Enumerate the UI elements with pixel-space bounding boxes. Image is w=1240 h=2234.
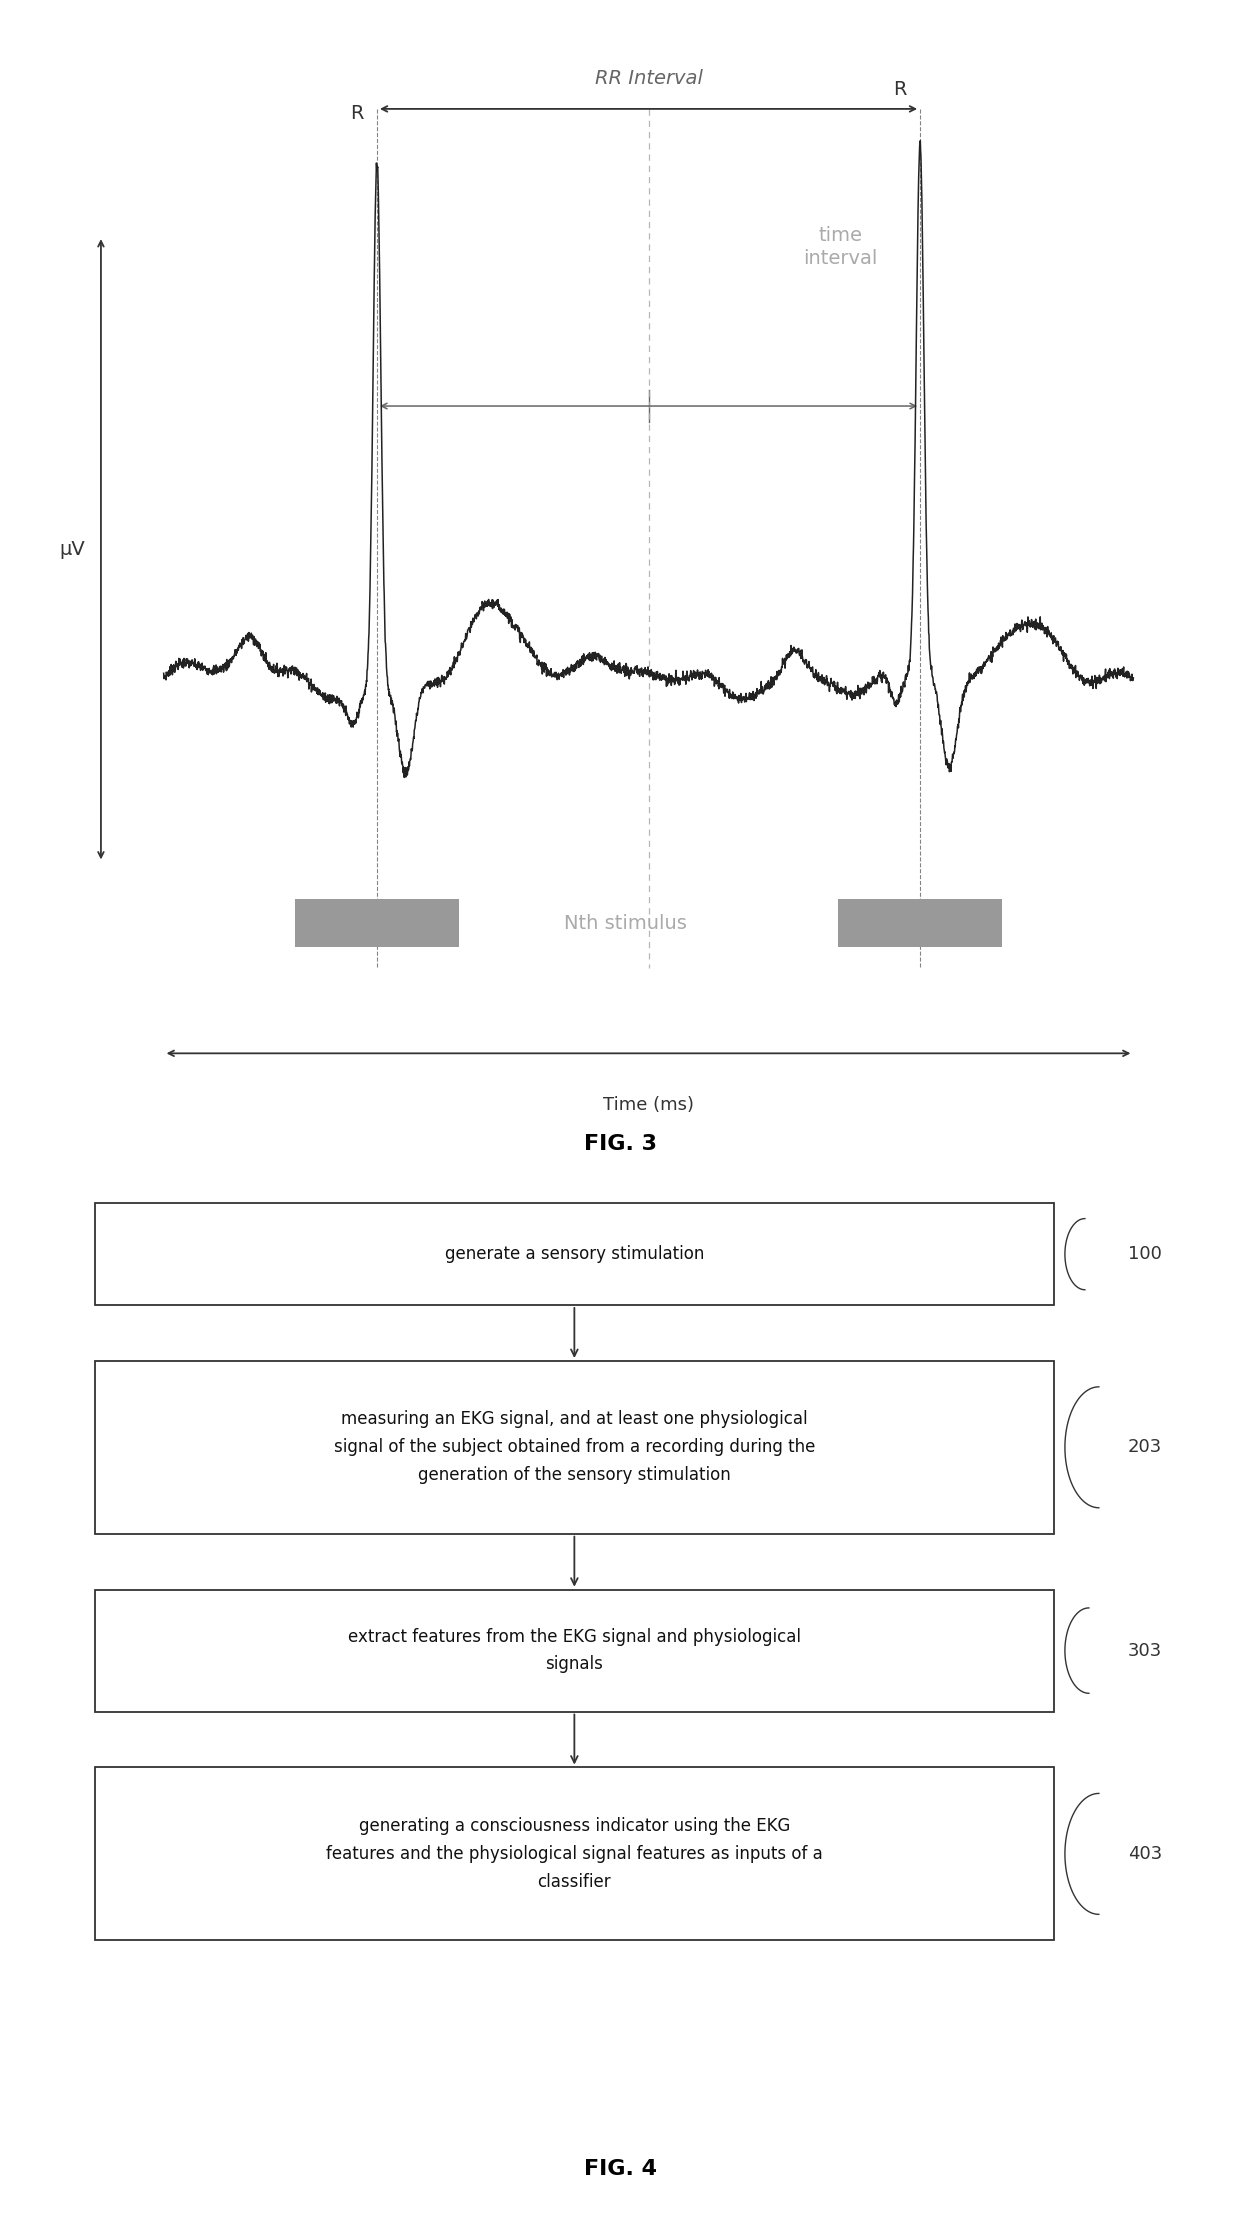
FancyBboxPatch shape: [95, 1204, 1054, 1305]
Text: 303: 303: [1127, 1642, 1162, 1660]
Text: RR Interval: RR Interval: [595, 69, 702, 87]
Text: generating a consciousness indicator using the EKG
features and the physiologica: generating a consciousness indicator usi…: [326, 1816, 823, 1890]
FancyBboxPatch shape: [95, 1591, 1054, 1711]
Text: FIG. 3: FIG. 3: [584, 1135, 656, 1153]
Text: R: R: [350, 105, 363, 123]
Bar: [295, 900, 459, 947]
Text: 100: 100: [1127, 1244, 1162, 1262]
Text: 203: 203: [1127, 1439, 1162, 1457]
Text: extract features from the EKG signal and physiological
signals: extract features from the EKG signal and…: [348, 1629, 801, 1673]
Text: FIG. 4: FIG. 4: [584, 2158, 656, 2178]
Text: R: R: [893, 80, 906, 98]
Text: 403: 403: [1127, 1845, 1162, 1863]
Text: Nth stimulus: Nth stimulus: [564, 914, 687, 934]
Bar: [838, 900, 1002, 947]
FancyBboxPatch shape: [95, 1767, 1054, 1941]
Text: measuring an EKG signal, and at least one physiological
signal of the subject ob: measuring an EKG signal, and at least on…: [334, 1410, 815, 1483]
FancyBboxPatch shape: [95, 1361, 1054, 1535]
Text: time
interval: time interval: [804, 226, 878, 268]
Text: μV: μV: [60, 541, 86, 558]
Text: Time (ms): Time (ms): [603, 1097, 694, 1115]
Text: generate a sensory stimulation: generate a sensory stimulation: [445, 1244, 704, 1262]
